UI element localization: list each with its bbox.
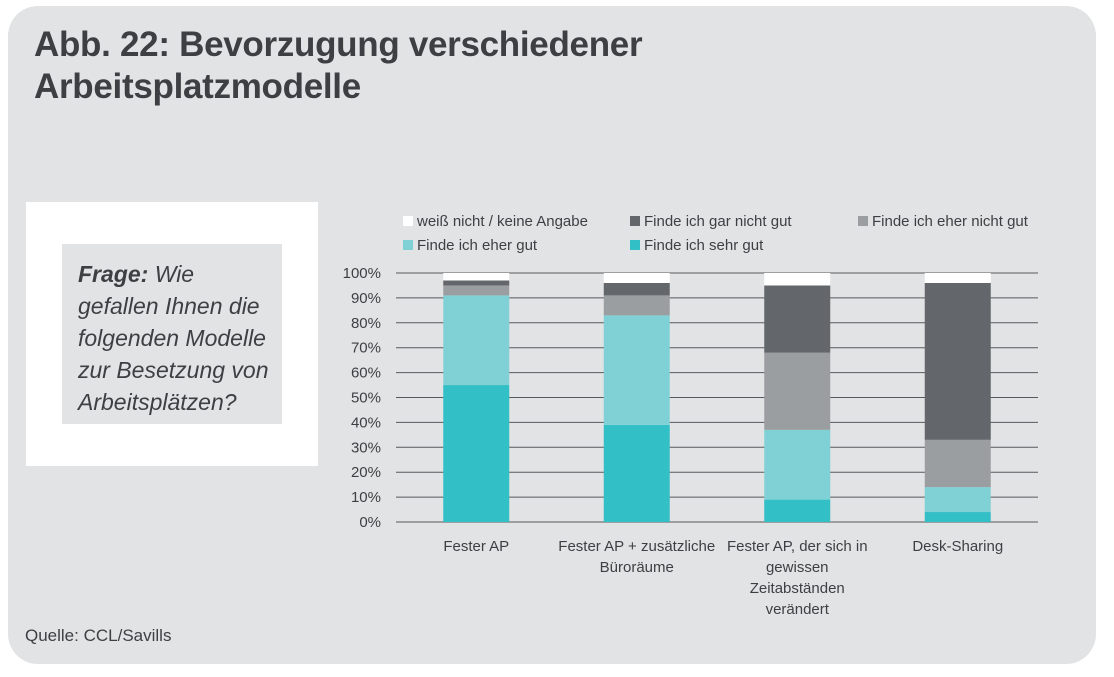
y-tick-label: 80% xyxy=(351,315,381,332)
legend-swatch xyxy=(403,240,413,250)
legend-swatch xyxy=(630,216,640,226)
bar-segment xyxy=(603,315,670,425)
bar-segment xyxy=(764,499,831,522)
x-category-label: gewissen xyxy=(766,559,829,576)
bar-segment xyxy=(443,285,510,296)
bar-segment xyxy=(924,487,991,513)
bar-segment xyxy=(924,273,991,283)
legend-label: Finde ich sehr gut xyxy=(644,237,764,254)
legend-label: Finde ich eher gut xyxy=(417,237,538,254)
bar-segment xyxy=(764,429,831,500)
legend-swatch xyxy=(630,240,640,250)
legend-swatch xyxy=(403,216,413,226)
source-note: Quelle: CCL/Savills xyxy=(25,626,172,645)
bar-segment xyxy=(603,282,670,296)
y-tick-label: 50% xyxy=(351,390,381,407)
y-tick-label: 10% xyxy=(351,489,381,506)
y-tick-label: 40% xyxy=(351,414,381,431)
x-category-label: Fester AP, der sich in xyxy=(727,538,868,555)
x-category-label: Fester AP xyxy=(443,538,509,555)
y-tick-label: 100% xyxy=(343,265,381,282)
bar-segment xyxy=(443,385,510,522)
bar-segment xyxy=(443,273,510,281)
figure-title-line-2: Arbeitsplatzmodelle xyxy=(34,67,361,106)
bar-segment xyxy=(443,295,510,386)
bar-segment xyxy=(764,273,831,286)
x-category-label: Zeitabständen xyxy=(750,580,845,597)
legend-swatch xyxy=(858,216,868,226)
y-tick-label: 90% xyxy=(351,290,381,307)
y-tick-label: 70% xyxy=(351,340,381,357)
y-tick-label: 0% xyxy=(359,514,381,531)
x-category-label: Fester AP + zusätzliche xyxy=(558,538,715,555)
bar-segment xyxy=(764,352,831,430)
bar-segment xyxy=(603,295,670,316)
legend-label: weiß nicht / keine Angabe xyxy=(416,213,588,230)
y-tick-label: 30% xyxy=(351,439,381,456)
bar-segment xyxy=(603,273,670,283)
legend-label: Finde ich eher nicht gut xyxy=(872,213,1029,230)
bar-segment xyxy=(603,424,670,522)
question-label: Frage: xyxy=(78,261,149,287)
y-tick-label: 20% xyxy=(351,464,381,481)
bar-segment xyxy=(924,282,991,440)
legend-label: Finde ich gar nicht gut xyxy=(644,213,792,230)
figure-title: Abb. 22: Bevorzugung verschiedener Arbei… xyxy=(34,24,643,108)
figure-panel: Abb. 22: Bevorzugung verschiedener Arbei… xyxy=(8,6,1096,664)
bar-segment xyxy=(924,439,991,488)
bar-segment xyxy=(924,512,991,522)
x-category-label: verändert xyxy=(766,601,830,618)
bar-segment xyxy=(443,280,510,286)
x-category-label: Desk-Sharing xyxy=(912,538,1003,555)
y-tick-label: 60% xyxy=(351,365,381,382)
bar-segment xyxy=(764,285,831,353)
figure-title-line-1: Abb. 22: Bevorzugung verschiedener xyxy=(34,25,643,64)
x-category-label: Büroräume xyxy=(600,559,674,576)
question-box: Frage: Wie gefallen Ihnen die folgenden … xyxy=(62,244,282,424)
question-text: Wie gefallen Ihnen die folgenden Modelle… xyxy=(78,261,269,415)
question-text-block: Frage: Wie gefallen Ihnen die folgenden … xyxy=(78,258,278,418)
